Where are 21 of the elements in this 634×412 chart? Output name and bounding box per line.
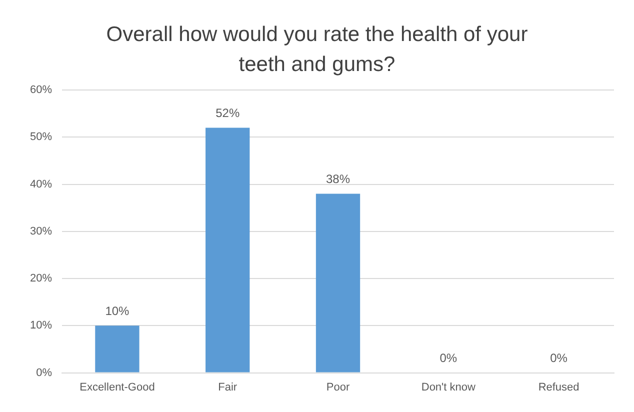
bar [206, 128, 250, 372]
data-label: 38% [326, 172, 350, 186]
y-tick-label: 60% [30, 84, 52, 96]
y-tick-label: 40% [30, 178, 52, 190]
y-tick-label: 10% [30, 320, 52, 332]
x-tick-label: Poor [326, 381, 350, 394]
data-label: 52% [216, 106, 240, 120]
y-tick-label: 0% [36, 366, 52, 379]
y-tick-label: 50% [30, 131, 52, 144]
data-label: 0% [440, 351, 458, 366]
chart-title: Overall how would you rate the health of your teeth and gums? [105, 22, 529, 78]
bar [95, 326, 140, 372]
x-tick-label: Excellent-Good [80, 381, 155, 394]
x-tick-label: Fair [218, 381, 238, 394]
y-tick-label: 30% [30, 225, 52, 238]
data-label: 0% [550, 351, 568, 366]
x-tick-label: Refused [538, 381, 580, 394]
bar [316, 194, 360, 372]
y-tick-label: 20% [30, 272, 52, 285]
x-tick-label: Don't know [421, 381, 476, 394]
data-label: 10% [105, 304, 130, 318]
